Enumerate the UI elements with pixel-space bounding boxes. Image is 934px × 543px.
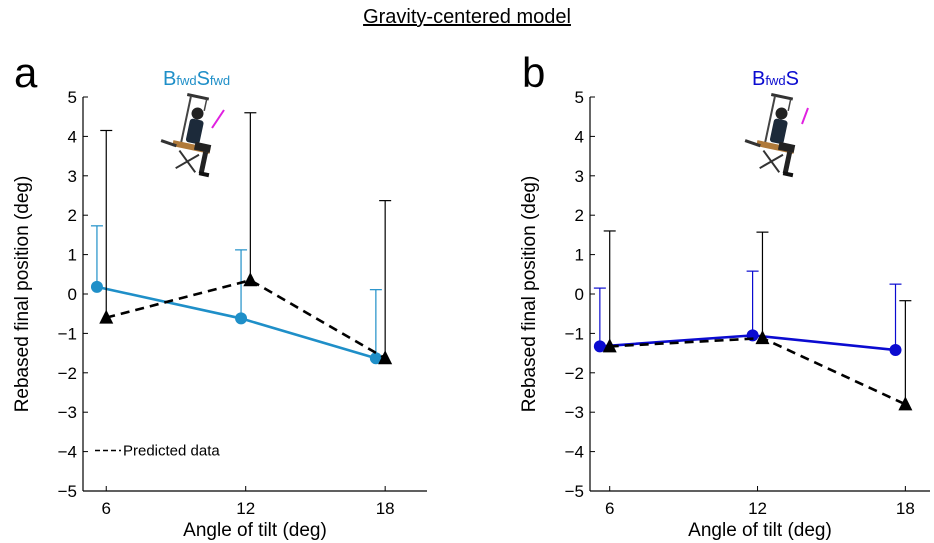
y-tick-label: 4	[68, 127, 77, 146]
y-tick-label: −1	[58, 324, 77, 343]
y-tick-label: 5	[575, 88, 584, 107]
tilted-seat-illustration-a	[160, 93, 225, 178]
x-axis-label: Angle of tilt (deg)	[688, 520, 832, 541]
measured-series-line	[96, 285, 377, 360]
x-tick-label: 6	[102, 499, 111, 518]
y-tick-label: 5	[68, 88, 77, 107]
x-tick-label: 18	[376, 499, 395, 518]
chart-panel-a: 5 4 3 2 1 0 −1 −2 −3 −4 −5 6 12 18 Angle of tilt (deg)…	[12, 88, 427, 541]
panel-a-condition-label: BfwdSfwd	[163, 68, 231, 90]
y-tick-label: 2	[68, 206, 77, 225]
predicted-data-point	[602, 338, 617, 353]
y-tick-label: 2	[575, 206, 584, 225]
y-tick-label: −1	[565, 324, 584, 343]
legend-label: Predicted data	[123, 443, 220, 460]
predicted-series-line	[105, 278, 386, 360]
y-tick-label: 1	[68, 246, 77, 265]
tilted-seat-illustration-b	[744, 93, 809, 178]
measured-data-point	[889, 343, 902, 356]
panel-b-letter: b	[522, 49, 546, 96]
x-tick-label: 18	[896, 499, 915, 518]
predicted-data-point	[898, 396, 913, 411]
chart-panel-b: 5 4 3 2 1 0 −1 −2 −3 −4 −5 6 12 18 Angle of tilt (deg)…	[519, 88, 930, 541]
y-tick-label: 3	[68, 167, 77, 186]
y-tick-label: 3	[575, 167, 584, 186]
measured-data-point	[369, 352, 382, 365]
y-tick-label: −5	[58, 482, 77, 501]
x-tick-label: 12	[236, 499, 255, 518]
panel-a-letter: a	[14, 49, 38, 96]
panel-b-condition-label: BfwdS	[752, 68, 799, 90]
y-tick-label: −3	[565, 403, 584, 422]
y-axis-label: Rebased final position (deg)	[12, 176, 33, 413]
x-axis-label: Angle of tilt (deg)	[183, 520, 327, 541]
y-tick-label: 1	[575, 246, 584, 265]
measured-data-point	[235, 312, 248, 325]
x-tick-label: 6	[605, 499, 614, 518]
y-axis-label: Rebased final position (deg)	[519, 176, 540, 413]
y-tick-label: −4	[58, 443, 77, 462]
predicted-data-point	[755, 330, 770, 345]
predicted-series-line	[609, 336, 906, 406]
y-tick-label: −2	[58, 364, 77, 383]
predicted-data-point	[378, 350, 393, 365]
measured-data-point	[593, 340, 606, 353]
predicted-data-point	[243, 272, 258, 287]
predicted-data-point	[99, 309, 114, 324]
y-tick-label: 0	[575, 285, 584, 304]
x-tick-label: 12	[748, 499, 767, 518]
y-tick-label: −2	[565, 364, 584, 383]
y-tick-label: −3	[58, 403, 77, 422]
y-tick-label: −5	[565, 482, 584, 501]
figure-title: Gravity-centered model	[363, 6, 571, 28]
measured-data-point	[90, 280, 103, 293]
y-tick-label: 0	[68, 285, 77, 304]
y-tick-label: −4	[565, 443, 584, 462]
y-tick-label: 4	[575, 127, 584, 146]
